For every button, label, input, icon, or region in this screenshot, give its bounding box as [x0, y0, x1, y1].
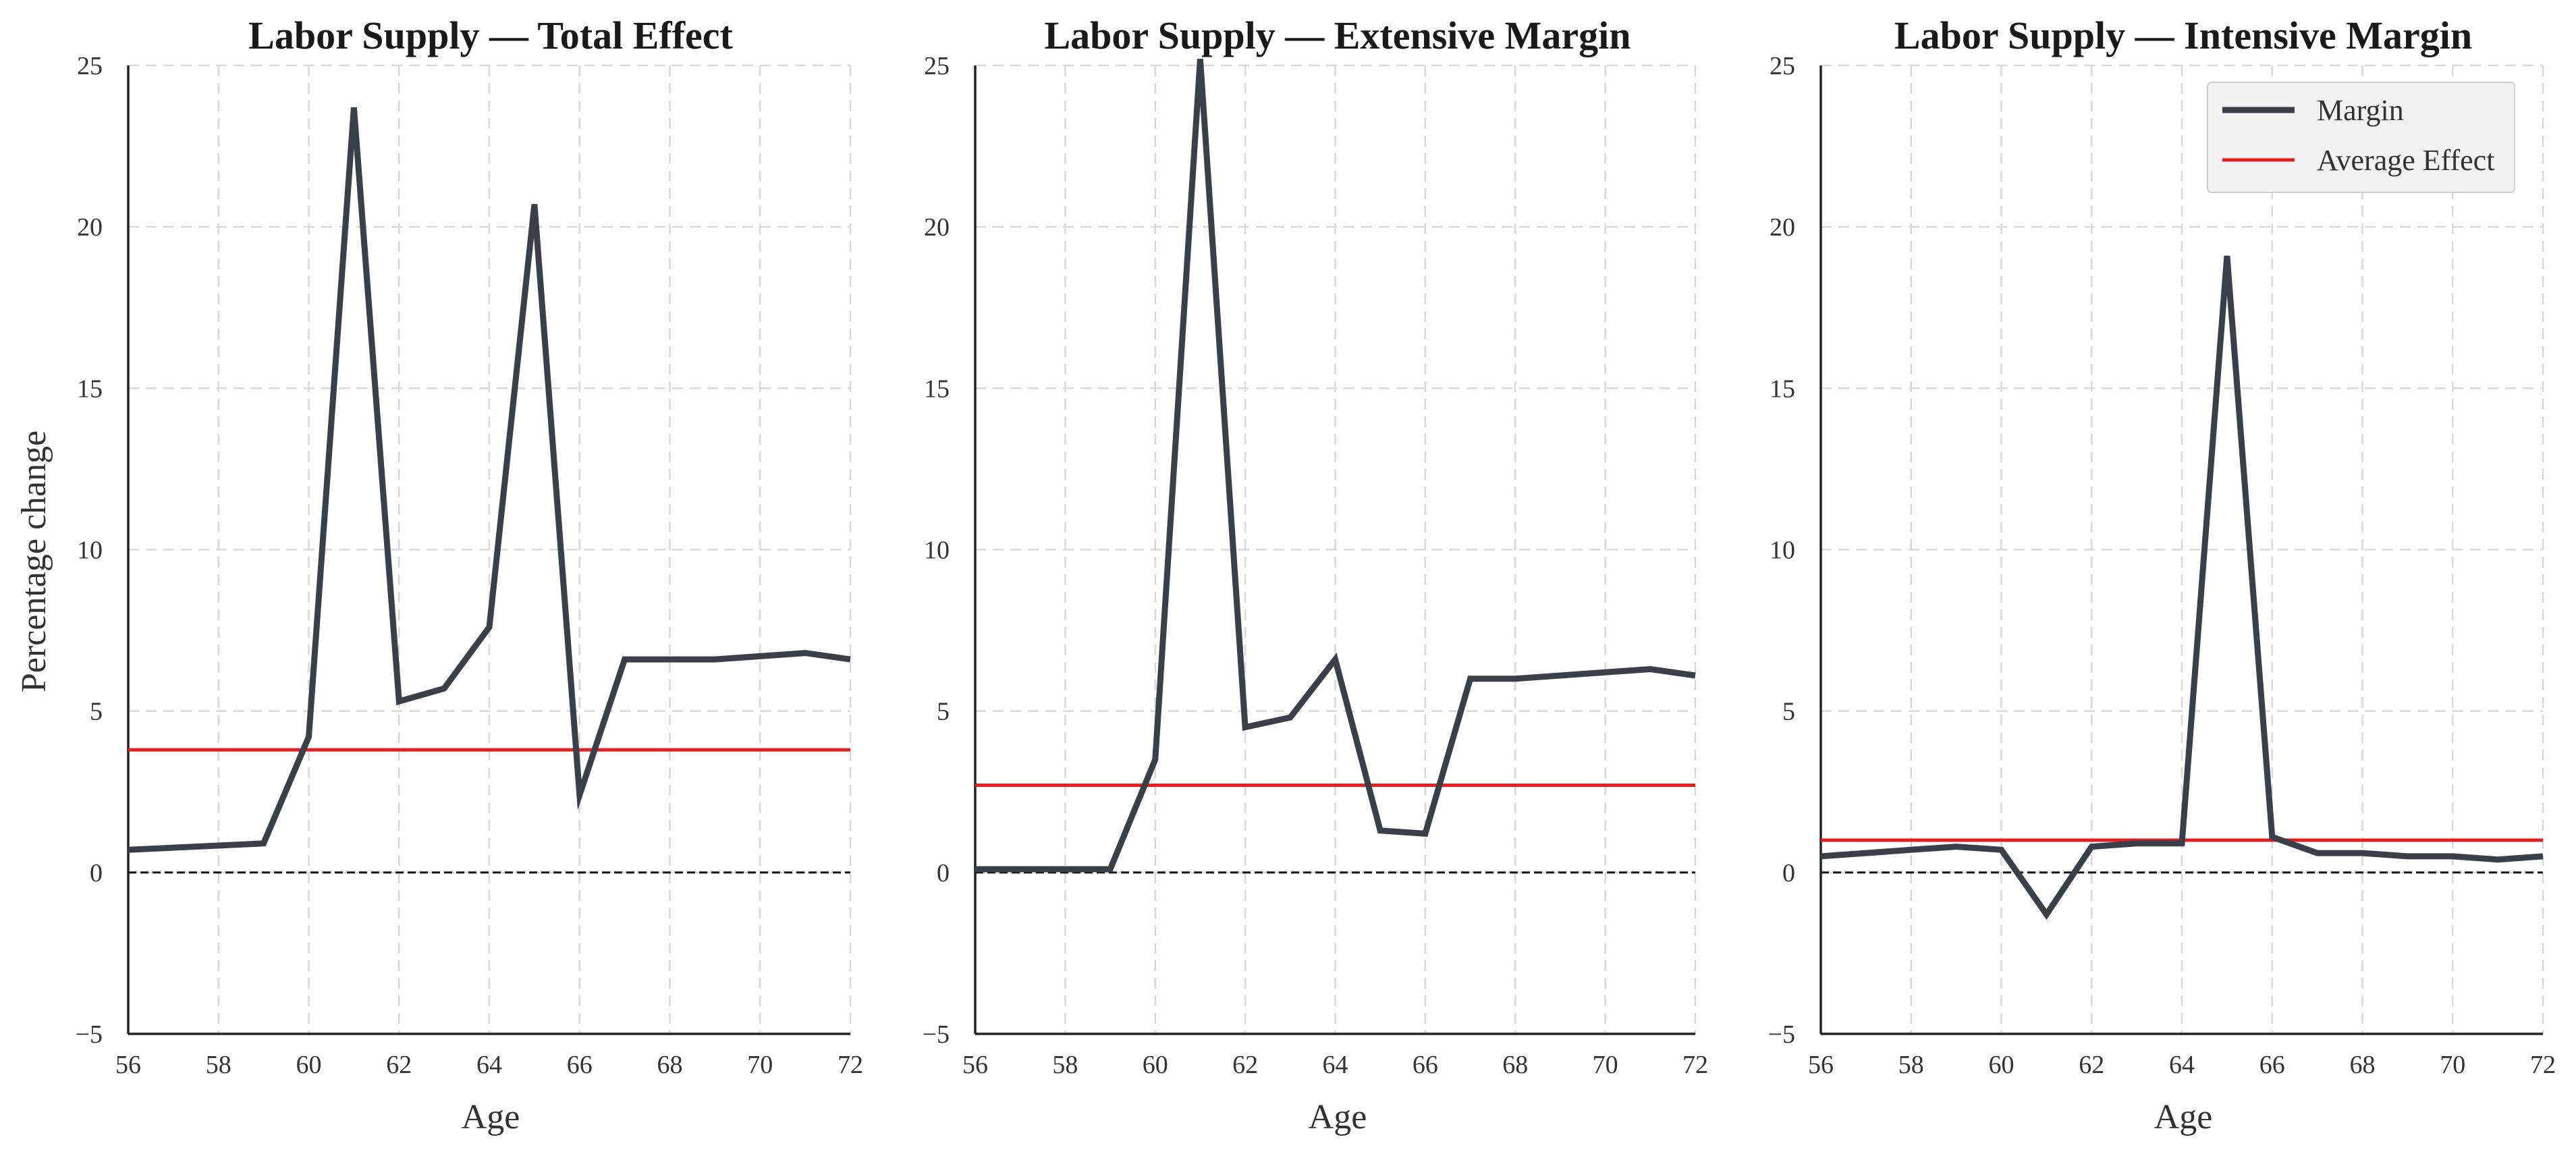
x-tick-label: 66	[2259, 1051, 2285, 1079]
x-axis-label: Age	[1309, 1098, 1367, 1136]
y-tick-label: 0	[1782, 859, 1795, 887]
x-tick-label: 62	[2079, 1051, 2104, 1079]
y-tick-label: 25	[1770, 52, 1795, 80]
y-tick-label: 25	[77, 52, 103, 80]
x-tick-label: 62	[386, 1051, 412, 1079]
y-tick-label: 10	[924, 536, 950, 565]
y-tick-label: 15	[77, 375, 103, 403]
x-tick-label: 58	[1052, 1051, 1078, 1079]
y-tick-label: 15	[924, 375, 950, 403]
x-tick-label: 60	[1989, 1051, 2015, 1079]
x-tick-label: 56	[1808, 1051, 1834, 1079]
x-tick-label: 72	[2530, 1051, 2556, 1079]
y-tick-label: −5	[1768, 1020, 1795, 1049]
x-tick-label: 70	[747, 1051, 773, 1079]
x-tick-label: 64	[1323, 1051, 1348, 1079]
panel-total-effect: Labor Supply — Total Effect 56 58 60 62 64 66…	[15, 13, 863, 1136]
y-axis-label: Percentage change	[15, 431, 53, 692]
x-tick-label: 64	[476, 1051, 502, 1079]
legend-margin-label: Margin	[2317, 94, 2404, 127]
x-tick-label: 72	[1682, 1051, 1708, 1079]
y-tick-label: 25	[924, 52, 950, 80]
y-tick-label: −5	[76, 1020, 103, 1049]
y-tick-label: 5	[1782, 698, 1795, 726]
y-tick-label: 10	[77, 536, 103, 565]
y-tick-label: 5	[90, 698, 103, 726]
legend: Margin Average Effect	[2207, 82, 2515, 193]
y-tick-label: 0	[937, 859, 950, 887]
x-tick-label: 66	[567, 1051, 593, 1079]
y-tick-label: 5	[937, 698, 950, 726]
x-tick-label: 68	[2350, 1051, 2376, 1079]
panel-title: Labor Supply — Intensive Margin	[1894, 13, 2472, 57]
legend-average-label: Average Effect	[2317, 144, 2494, 177]
panel-intensive-margin: Labor Supply — Intensive Margin 56 58 60 62…	[1768, 13, 2556, 1136]
panel-title: Labor Supply — Total Effect	[248, 13, 733, 57]
x-tick-label: 68	[1502, 1051, 1528, 1079]
y-tick-label: −5	[923, 1020, 950, 1049]
x-axis-label: Age	[462, 1098, 520, 1136]
x-tick-label: 56	[115, 1051, 141, 1079]
y-tick-label: 20	[77, 213, 103, 242]
x-tick-label: 66	[1413, 1051, 1438, 1079]
y-tick-label: 0	[90, 859, 103, 887]
y-tick-label: 10	[1770, 536, 1795, 565]
y-tick-label: 20	[1770, 213, 1795, 242]
x-axis-label: Age	[2154, 1098, 2213, 1136]
panel-extensive-margin: Labor Supply — Extensive Margin 56 58 60 62…	[923, 13, 1708, 1136]
x-tick-label: 62	[1232, 1051, 1258, 1079]
y-tick-label: 20	[924, 213, 950, 242]
y-tick-label: 15	[1770, 375, 1795, 403]
x-tick-label: 58	[1898, 1051, 1924, 1079]
x-tick-label: 58	[206, 1051, 231, 1079]
x-tick-label: 68	[657, 1051, 683, 1079]
x-tick-label: 56	[962, 1051, 988, 1079]
x-tick-label: 72	[838, 1051, 863, 1079]
panel-title: Labor Supply — Extensive Margin	[1044, 13, 1630, 57]
x-tick-label: 70	[2440, 1051, 2465, 1079]
x-tick-label: 60	[1143, 1051, 1168, 1079]
x-tick-label: 64	[2169, 1051, 2195, 1079]
x-tick-label: 60	[296, 1051, 322, 1079]
x-tick-label: 70	[1593, 1051, 1618, 1079]
